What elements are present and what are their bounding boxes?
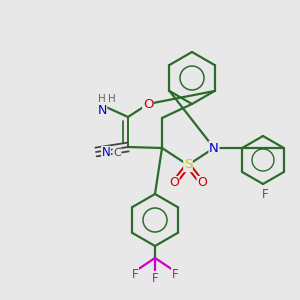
Text: H: H: [98, 94, 106, 104]
Text: O: O: [197, 176, 207, 190]
Text: O: O: [143, 98, 153, 110]
Text: F: F: [152, 272, 158, 284]
Text: N: N: [97, 103, 107, 116]
Text: N: N: [209, 142, 219, 154]
Text: F: F: [172, 268, 178, 281]
Text: S: S: [184, 158, 192, 172]
Text: F: F: [262, 188, 268, 200]
Text: C: C: [113, 148, 121, 158]
Text: H: H: [108, 94, 116, 104]
Text: O: O: [169, 176, 179, 190]
Text: F: F: [132, 268, 138, 281]
Text: N: N: [102, 146, 110, 160]
